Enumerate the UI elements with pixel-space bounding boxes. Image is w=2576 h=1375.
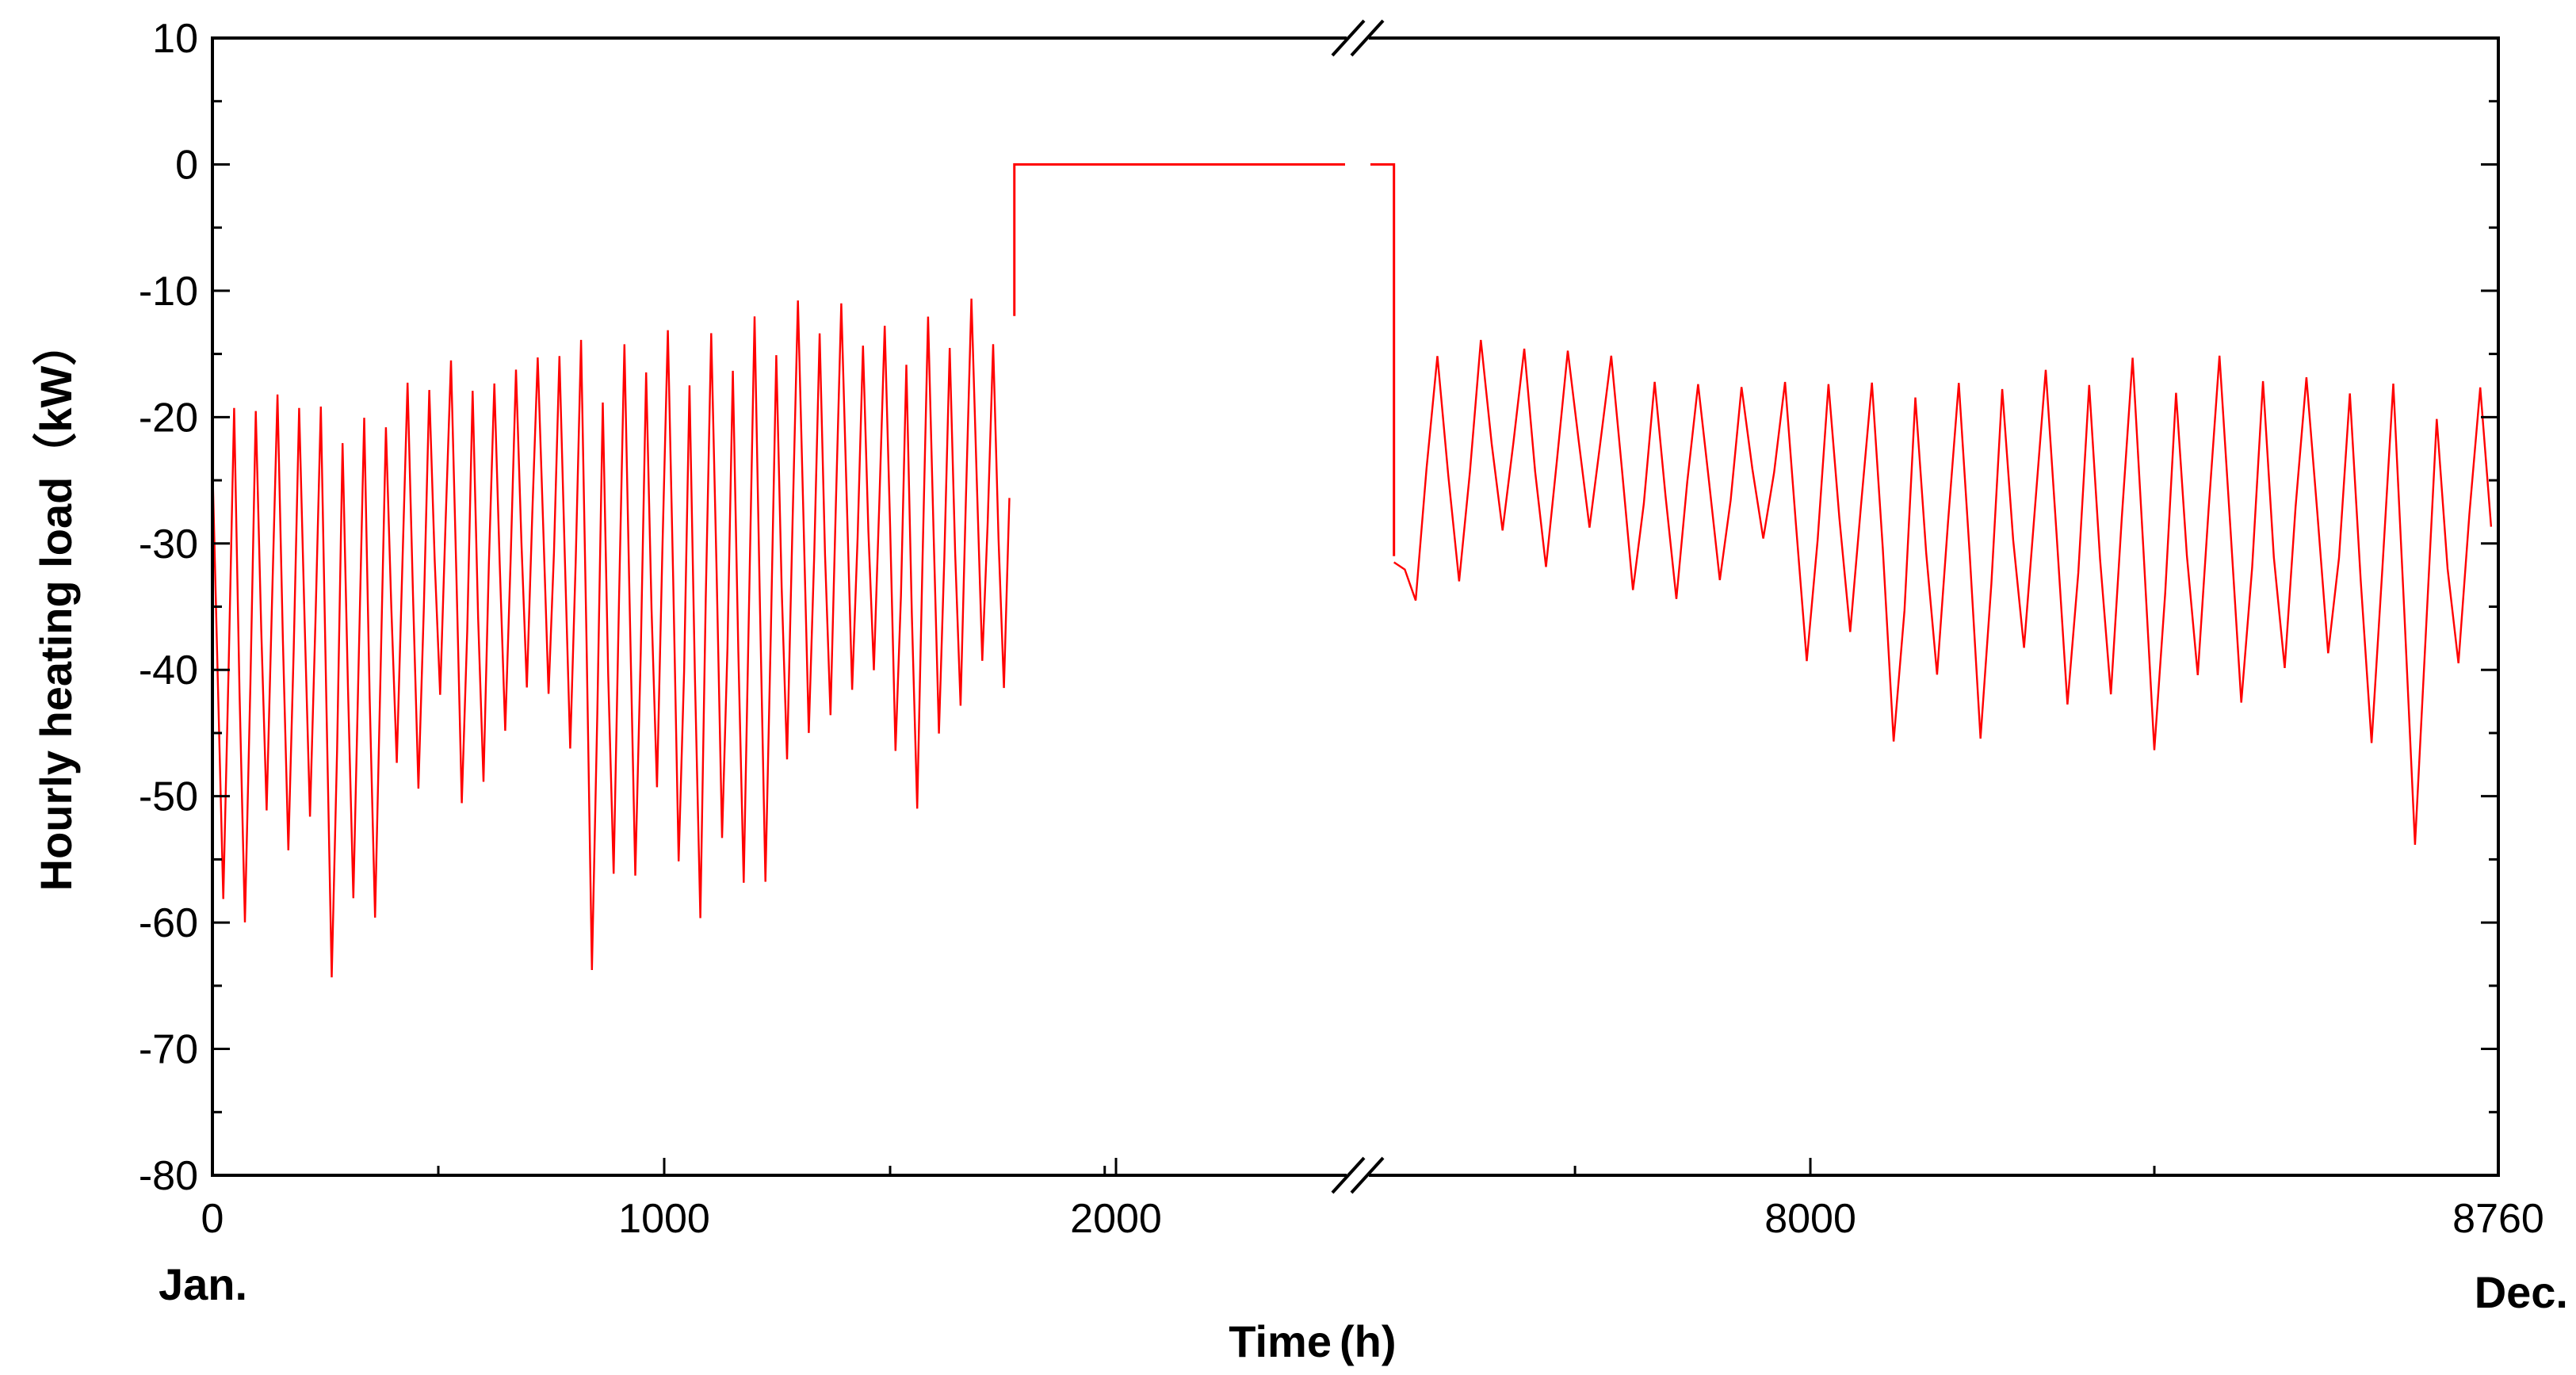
- series-line-winter-start: [211, 298, 1011, 978]
- plot-layer: [211, 162, 2493, 978]
- y-tick-label: -40: [139, 647, 198, 693]
- axis-break-slash: [1350, 19, 1385, 57]
- axis-break-slash: [1331, 1156, 1366, 1194]
- axis-break-slash: [1331, 19, 1366, 57]
- y-tick-label: -10: [139, 269, 198, 315]
- month-label-end: Dec.: [2475, 1267, 2568, 1317]
- x-tick-label: 8760: [2452, 1196, 2544, 1242]
- y-axis-title: Hourly heating load（kW）: [31, 322, 81, 892]
- series-line-plateau-left: [1013, 162, 1345, 316]
- series-line-plateau-right: [1370, 162, 1396, 556]
- plot-frame: [211, 36, 2500, 1177]
- y-tick-label: 10: [152, 16, 198, 62]
- y-tick-label: -70: [139, 1027, 198, 1073]
- axis-layer: 100-10-20-30-40-50-60-70-800 1000 2000 8000…: [139, 16, 2544, 1242]
- y-tick-label: -30: [139, 521, 198, 567]
- x-tick-label: 2000: [1070, 1196, 1162, 1242]
- x-tick-label: 1000: [618, 1196, 710, 1242]
- x-tick-label: 8000: [1764, 1196, 1856, 1242]
- y-tick-label: -80: [139, 1153, 198, 1199]
- axis-break-slash: [1350, 1156, 1385, 1194]
- x-axis-title: Time: [1229, 1316, 1332, 1366]
- y-tick-label: -20: [139, 395, 198, 441]
- y-tick-label: 0: [175, 142, 198, 188]
- month-label-start: Jan.: [159, 1259, 247, 1309]
- y-tick-label: -60: [139, 900, 198, 946]
- y-tick-label: -50: [139, 774, 198, 820]
- x-tick-label: 0: [201, 1196, 224, 1242]
- series-line-winter-end: [1393, 339, 2493, 846]
- x-axis-unit: (h): [1340, 1316, 1397, 1366]
